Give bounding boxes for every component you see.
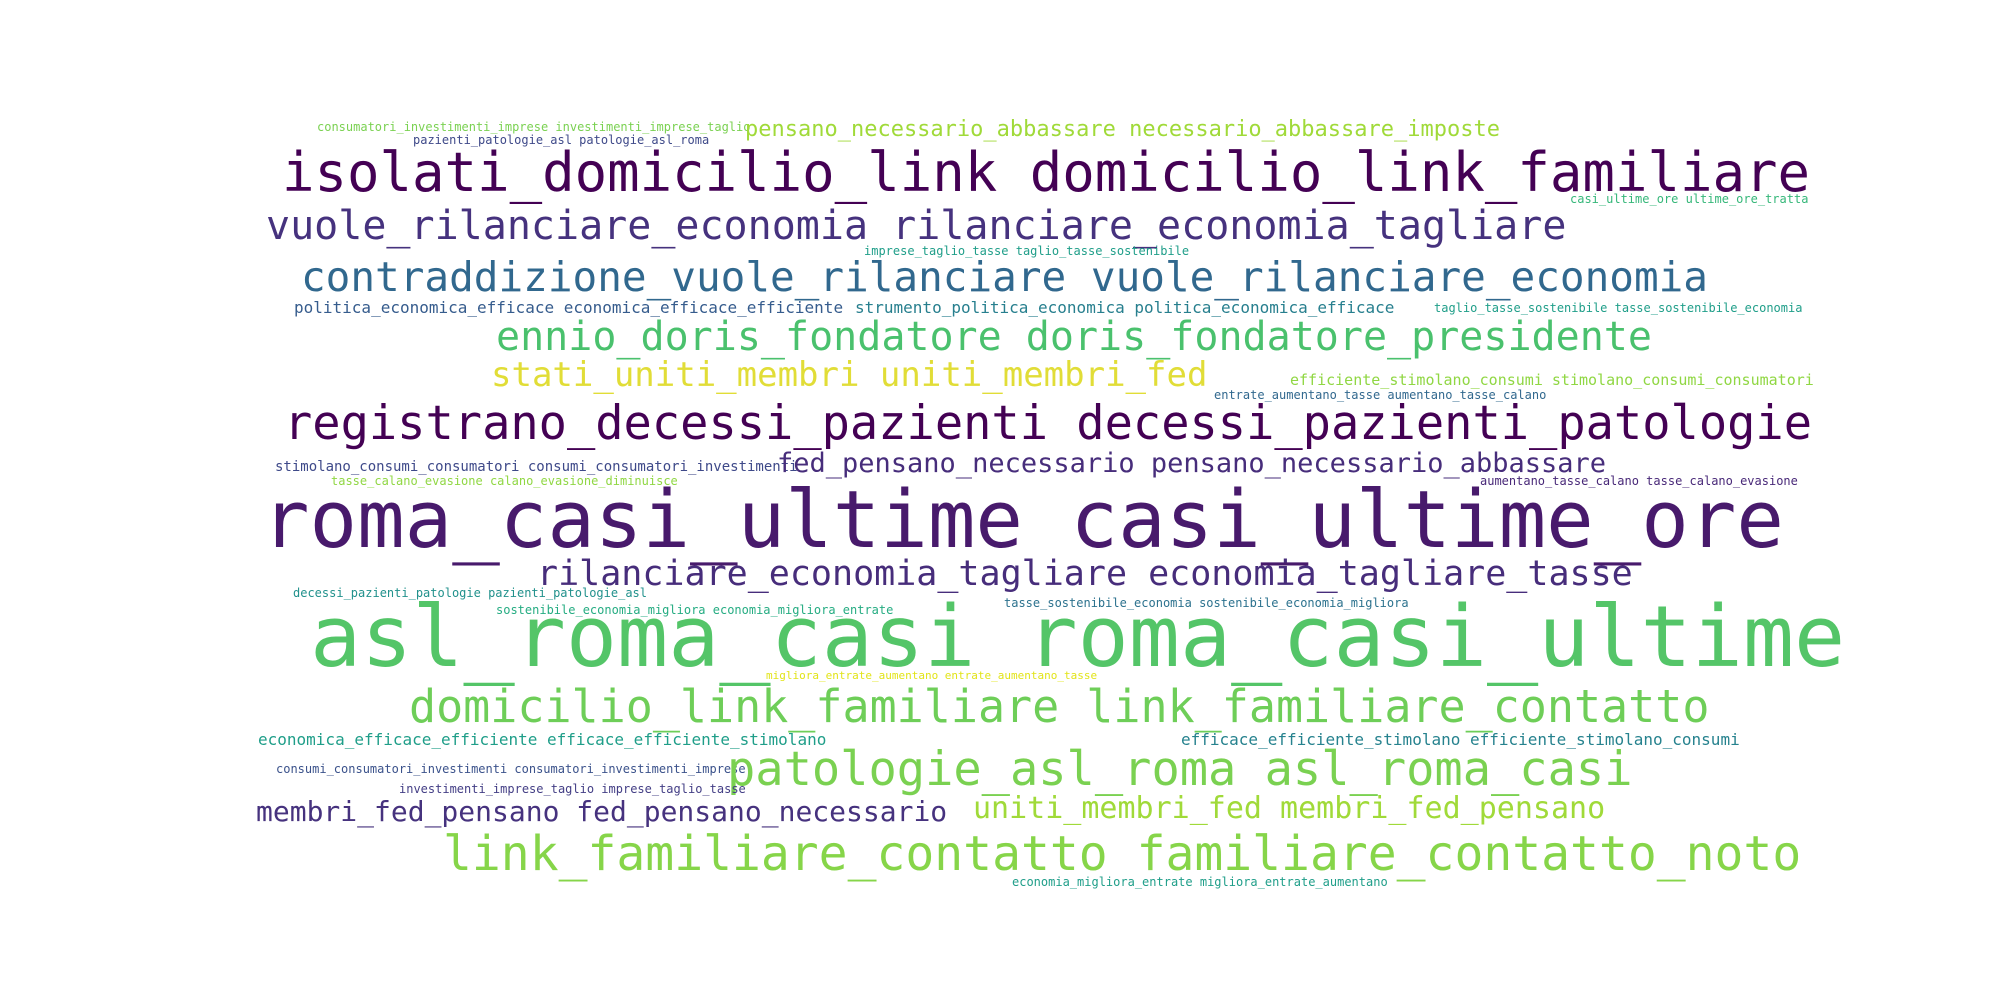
cloud-word: efficace_efficiente_stimolano efficiente…	[1181, 730, 1740, 749]
cloud-word: membri_fed_pensano fed_pensano_necessari…	[256, 795, 948, 828]
cloud-word: pazienti_patologie_asl patologie_asl_rom…	[413, 133, 710, 147]
cloud-word: decessi_pazienti_patologie pazienti_pato…	[293, 586, 648, 600]
cloud-word: tasse_sostenibile_economia sostenibile_e…	[1004, 596, 1409, 610]
cloud-word: isolati_domicilio_link domicilio_link_fa…	[282, 141, 1811, 204]
cloud-word: rilanciare_economia_tagliare economia_ta…	[537, 554, 1633, 594]
cloud-word: economia_migliora_entrate migliora_entra…	[1012, 875, 1388, 889]
cloud-word: migliora_entrate_aumentano entrate_aumen…	[766, 669, 1098, 682]
cloud-word: efficiente_stimolano_consumi stimolano_c…	[1290, 371, 1814, 389]
cloud-word: asl_roma_casi roma_casi_ultime	[310, 588, 1846, 687]
cloud-word: roma_casi_ultime casi_ultime_ore	[262, 474, 1784, 566]
cloud-word: investimenti_imprese_taglio imprese_tagl…	[399, 782, 746, 796]
cloud-word: domicilio_link_familiare link_familiare_…	[409, 680, 1710, 733]
cloud-word: stimolano_consumi_consumatori consumi_co…	[275, 459, 798, 475]
cloud-word: uniti_membri_fed membri_fed_pensano	[973, 791, 1606, 826]
cloud-word: taglio_tasse_sostenibile tasse_sostenibi…	[1434, 301, 1803, 315]
cloud-word: consumatori_investimenti_imprese investi…	[317, 120, 751, 134]
cloud-word: politica_economica_efficace economica_ef…	[294, 298, 844, 317]
cloud-word: contraddizione_vuole_rilanciare vuole_ri…	[301, 253, 1708, 301]
cloud-word: stati_uniti_membri uniti_membri_fed	[491, 355, 1208, 395]
cloud-word: imprese_taglio_tasse taglio_tasse_sosten…	[864, 244, 1190, 258]
cloud-word: entrate_aumentano_tasse aumentano_tasse_…	[1214, 388, 1547, 402]
cloud-word: vuole_rilanciare_economia rilanciare_eco…	[266, 203, 1567, 249]
cloud-word: patologie_asl_roma asl_roma_casi	[727, 742, 1633, 797]
cloud-word: tasse_calano_evasione calano_evasione_di…	[331, 474, 678, 488]
cloud-word: strumento_politica_economica politica_ec…	[855, 298, 1395, 317]
cloud-word: fed_pensano_necessario pensano_necessari…	[777, 448, 1607, 479]
cloud-word: casi_ultime_ore ultime_ore_tratta	[1570, 192, 1809, 206]
cloud-word: economica_efficace_efficiente efficace_e…	[258, 730, 827, 749]
cloud-word: aumentano_tasse_calano tasse_calano_evas…	[1480, 474, 1798, 488]
cloud-word: ennio_doris_fondatore doris_fondatore_pr…	[496, 314, 1652, 360]
cloud-word: link_familiare_contatto familiare_contat…	[443, 826, 1802, 882]
cloud-word: sostenibile_economia_migliora economia_m…	[496, 603, 894, 617]
cloud-word: consumi_consumatori_investimenti consuma…	[276, 762, 746, 776]
cloud-word: pensano_necessario_abbassare necessario_…	[745, 117, 1500, 142]
cloud-word: registrano_decessi_pazienti decessi_pazi…	[284, 396, 1813, 451]
